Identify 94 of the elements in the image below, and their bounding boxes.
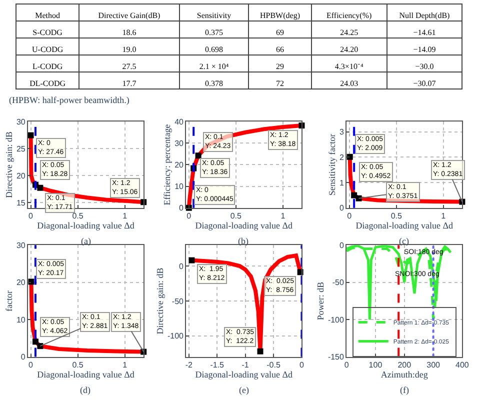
y-tick-label: 3 [340,128,345,137]
x-tick-label: -2 [185,360,193,370]
text: (d) [80,385,90,395]
text: 29 [276,62,284,71]
y-tick-label: 10 [174,182,184,192]
text: 19.0 [122,45,136,54]
y-tick-label: 20 [16,278,26,288]
annotation: (c) [399,236,409,246]
y-tick-label: -50 [332,278,345,288]
y-tick-label: 0 [340,204,345,213]
text: U-CODG [32,45,64,54]
y-tick-label: -150 [328,352,345,362]
x-axis-title: Diagonal-loading value Δd [195,369,294,380]
x-tick-label: -1 [242,360,250,370]
text: (f) [400,385,409,395]
x-axis-title: Diagonal-loading value Δd [37,220,135,230]
category-label: Efficiency(%) [326,11,372,20]
x-tick-label: 300 [426,360,441,370]
x-tick-label: 100 [368,360,383,370]
text: 69 [276,28,284,37]
x-tick-label: 1 [122,211,128,220]
category-label: HPBW(deg) [260,11,300,20]
text: (HPBW: half-power beamwidth.) [9,95,130,105]
y-tick-label: -50 [172,296,184,306]
text: 24.20 [340,45,358,54]
text: 0.698 [205,45,224,54]
text: L-CODG [32,62,63,71]
category-label: Sensitivity [196,11,232,20]
x-tick-label: 0.5 [390,211,402,220]
y-tick-label: 0 [179,262,184,271]
x-tick-label: 0 [299,360,304,370]
text: 24.25 [340,28,358,37]
category-label: Null Depth(dB) [399,11,450,20]
y-tick-label: -100 [167,332,184,341]
y-tick-label: -100 [328,315,345,324]
text: 66 [276,45,284,54]
annotation: (a) [81,236,91,246]
x-tick-label: 400 [456,360,470,370]
text: 0.375 [205,28,224,37]
x-axis-title: Diagonal-loading value Δd [195,220,294,230]
text: 24.03 [340,79,358,88]
y-axis-title: Power: dB [315,282,326,320]
x-tick-label: 1 [441,211,446,220]
x-tick-label: 200 [398,360,412,370]
y-tick-label: 0 [179,204,184,213]
x-tick-label: 0 [28,211,34,220]
text: −30.0 [415,62,434,71]
category-label: Method [35,11,60,20]
text: 0.378 [205,79,224,88]
x-axis-title: Diagonal-loading value Δd [37,369,135,380]
x-tick-label: 0.5 [72,211,84,220]
text: 4.3×10⁻⁴ [334,62,364,71]
text: −14.09 [413,45,436,54]
text: 17.7 [122,79,136,88]
y-axis-title: Directive gain: dB [154,268,165,334]
y-tick-label: 30 [16,240,26,250]
y-tick-label: 20 [174,160,184,170]
y-tick-label: 30 [174,138,184,148]
y-tick-label: 15 [16,198,26,208]
x-tick-label: 1 [122,360,128,370]
y-tick-label: 2 [340,152,345,162]
y-tick-label: 0 [340,240,345,250]
text: DL-CODG [30,79,66,88]
x-tick-label: 0.5 [230,211,242,220]
x-tick-label: 1 [280,211,286,220]
y-tick-label: 10 [16,315,26,324]
y-axis-title: Efficiency: percentage [162,124,172,206]
y-tick-label: 0 [20,352,26,362]
x-tick-label: 0 [347,211,352,220]
text: 27.5 [122,62,136,71]
x-tick-label: 0 [186,211,192,220]
x-tick-label: -0.5 [266,360,281,370]
y-axis-title: factor [4,290,14,312]
y-axis-title: Directive gain: dB [4,131,14,198]
y-tick-label: 20 [16,171,26,180]
x-axis-title: Diagonal-loading value Δd [356,220,454,230]
text: 18.6 [122,28,136,37]
x-axis-title: Azimuth:deg [380,369,428,380]
text: 72 [276,79,284,88]
x-tick-label: -1.5 [210,360,225,370]
y-tick-label: 1 [340,178,345,188]
annotation: (b) [238,236,248,246]
text: −14.61 [413,28,436,37]
y-tick-label: 25 [16,144,26,154]
category-label: Directive Gain(dB) [98,11,161,20]
y-axis-title: Sensitivity factor [326,134,337,196]
x-tick-label: 0 [28,360,34,370]
x-tick-label: 0.5 [72,360,84,370]
text: 2.1 × 10⁴ [199,62,229,71]
y-tick-label: 40 [174,117,184,126]
text: S-CODG [32,28,62,37]
text: −30.07 [413,79,436,88]
text: (e) [239,385,249,395]
y-tick-label: 30 [16,117,26,126]
